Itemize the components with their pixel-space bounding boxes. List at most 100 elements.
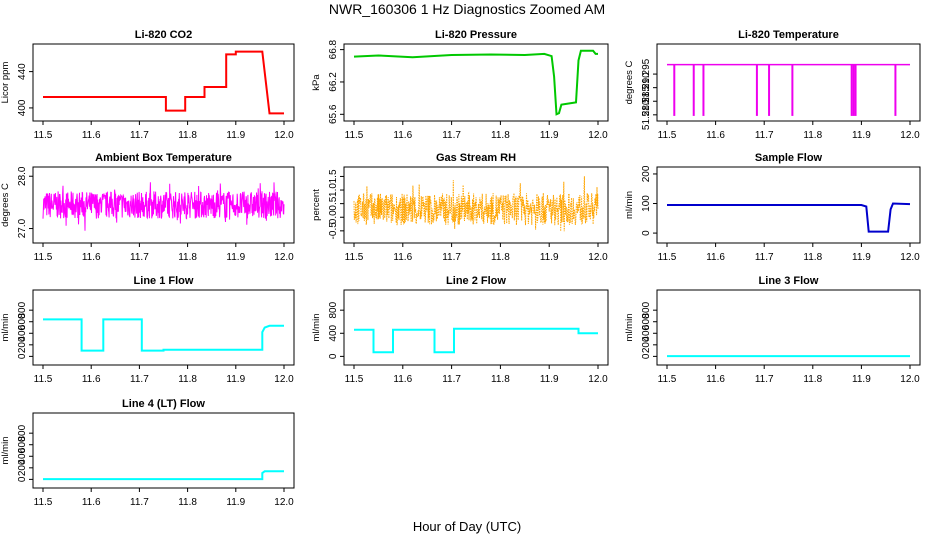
x-tick-label: 11.9: [540, 252, 559, 263]
x-tick-label: 11.9: [852, 130, 871, 141]
panel-title: Li-820 Temperature: [738, 29, 839, 41]
chart-panel: Ambient Box Temperature degrees C 27.0 28.0…: [0, 152, 295, 263]
x-tick-label: 11.5: [34, 130, 53, 141]
y-tick-label: 0: [328, 353, 339, 359]
x-tick-label: 11.9: [226, 252, 245, 263]
x-tick-label: 11.7: [130, 130, 149, 141]
x-tick-label: 11.7: [755, 130, 774, 141]
y-tick-label: 200: [641, 165, 652, 182]
x-tick-label: 11.5: [34, 374, 53, 385]
y-axis-label: Licor ppm: [0, 62, 11, 104]
x-tick-label: 11.9: [226, 130, 245, 141]
x-tick-label: 12.0: [274, 497, 294, 508]
x-tick-label: 11.8: [803, 252, 822, 263]
plot-frame: [32, 166, 295, 244]
x-tick-label: 11.6: [706, 130, 725, 141]
x-tick-label: 11.9: [852, 252, 871, 263]
x-tick-label: 11.9: [852, 374, 871, 385]
series-noise: [353, 176, 599, 232]
y-tick-label: 600: [17, 313, 28, 330]
x-tick-label: 11.9: [226, 374, 245, 385]
x-tick-label: 11.6: [393, 374, 412, 385]
x-tick-label: 11.8: [178, 374, 197, 385]
panel-title: Line 1 Flow: [134, 275, 194, 287]
x-tick-label: 11.6: [82, 497, 101, 508]
figure-title: NWR_160306 1 Hz Diagnostics Zoomed AM: [329, 1, 605, 17]
x-tick-label: 11.6: [706, 252, 725, 263]
chart-panel: Line 2 Flow ml/min 0 400 800 11.5 11.6 11.7 11.8…: [311, 275, 609, 385]
chart-panel: Li-820 Temperature degrees C 51.28051.2855…: [624, 29, 921, 141]
plot-frame: [343, 289, 609, 366]
y-tick-label: 0: [17, 476, 28, 482]
y-tick-label: 1.0: [328, 183, 339, 197]
x-tick-label: 11.7: [755, 252, 774, 263]
plot-frame: [32, 43, 295, 122]
y-axis-label: ml/min: [311, 314, 322, 342]
chart-panel: Li-820 Pressure kPa 65.6 66.2 66.8 11.5 11.6 11…: [311, 29, 609, 141]
plot-frame: [343, 43, 609, 122]
x-tick-label: 11.7: [130, 374, 149, 385]
x-tick-label: 11.7: [130, 497, 149, 508]
x-tick-label: 11.6: [393, 130, 412, 141]
x-tick-label: 11.5: [345, 252, 364, 263]
y-axis-label: degrees C: [624, 60, 635, 104]
x-tick-label: 11.6: [393, 252, 412, 263]
y-tick-label: 27.0: [17, 218, 28, 238]
y-tick-label: 400: [17, 99, 28, 116]
plot-frame: [656, 166, 921, 244]
y-tick-label: 800: [641, 301, 652, 318]
panel-title: Line 3 Flow: [759, 275, 819, 287]
x-tick-label: 11.8: [491, 252, 510, 263]
series-line: [43, 50, 284, 115]
y-tick-label: 200: [17, 336, 28, 353]
x-tick-label: 11.5: [34, 252, 53, 263]
x-tick-label: 11.8: [178, 252, 197, 263]
x-tick-label: 11.9: [540, 130, 559, 141]
x-tick-label: 11.6: [82, 252, 101, 263]
y-tick-label: 51.295: [641, 58, 652, 89]
y-tick-label: 800: [17, 301, 28, 318]
panel-title: Sample Flow: [755, 152, 823, 164]
y-tick-label: 51.285: [641, 86, 652, 117]
y-tick-label: 600: [641, 313, 652, 330]
panel-title: Li-820 Pressure: [435, 29, 517, 41]
y-tick-label: 66.2: [328, 72, 339, 92]
y-tick-label: -0.5: [328, 222, 339, 240]
x-tick-label: 11.5: [658, 252, 677, 263]
x-tick-label: 11.7: [755, 374, 774, 385]
y-tick-label: 0: [641, 230, 652, 236]
plot-frame: [656, 289, 921, 366]
panel-title: Li-820 CO2: [135, 29, 192, 41]
y-tick-label: 0.5: [328, 196, 339, 210]
panel-title: Ambient Box Temperature: [95, 152, 232, 164]
x-tick-label: 11.8: [491, 374, 510, 385]
chart-panel: Gas Stream RH percent -0.50.00.51.01.5 11.5…: [311, 152, 609, 263]
x-tick-label: 11.7: [130, 252, 149, 263]
series-noise: [42, 182, 285, 231]
y-tick-label: 200: [641, 336, 652, 353]
x-tick-label: 11.7: [442, 374, 461, 385]
panel-title: Line 2 Flow: [446, 275, 506, 287]
y-tick-label: 400: [17, 447, 28, 464]
x-tick-label: 12.0: [900, 374, 920, 385]
y-tick-label: 28.0: [17, 166, 28, 186]
x-tick-label: 12.0: [274, 130, 294, 141]
x-tick-label: 11.7: [442, 252, 461, 263]
y-axis-label: kPa: [311, 74, 322, 91]
x-tick-label: 11.6: [82, 130, 101, 141]
x-tick-label: 11.9: [226, 497, 245, 508]
x-tick-label: 11.8: [803, 130, 822, 141]
y-tick-label: 51.290: [641, 72, 652, 103]
x-tick-label: 11.7: [442, 130, 461, 141]
chart-panel: Sample Flow ml/min 0 100 200 11.5 11.6 11.7 11.8…: [624, 152, 921, 263]
y-tick-label: 0: [17, 353, 28, 359]
chart-panel: Li-820 CO2 Licor ppm 400 440 11.5 11.6 11.7 11.…: [0, 29, 295, 141]
y-tick-label: 200: [17, 459, 28, 476]
x-tick-label: 12.0: [588, 374, 608, 385]
x-tick-label: 11.5: [658, 374, 677, 385]
y-tick-label: 400: [641, 324, 652, 341]
x-tick-label: 11.8: [178, 130, 197, 141]
